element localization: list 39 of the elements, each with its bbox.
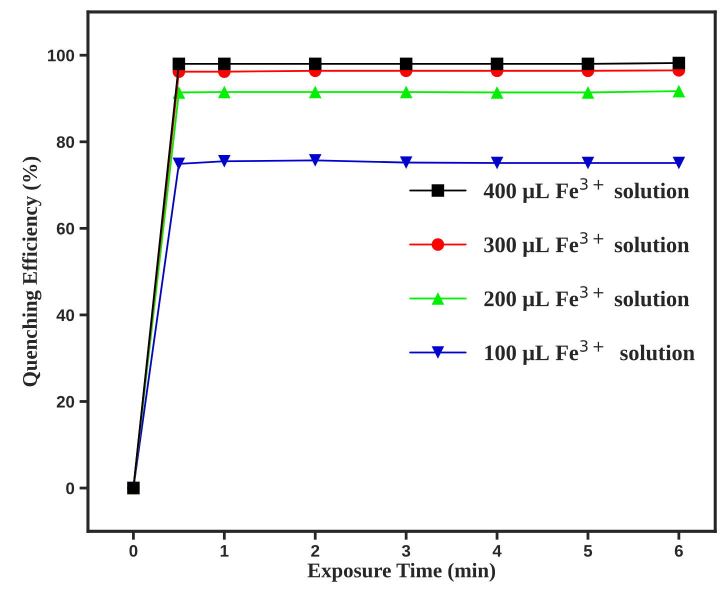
point (490, 58, 504, 70)
x-tick-label: 3 (402, 544, 410, 557)
legend-label: 100 μL Fe$^{3+}$ solution (485, 340, 695, 365)
y-tick-label: 100 (48, 50, 74, 62)
y-tick-label: 20 (56, 396, 74, 408)
x-tick-label: 6 (674, 544, 683, 557)
x-tick-label: 4 (492, 545, 502, 557)
point (218, 86, 231, 98)
y-tick-label: 80 (56, 136, 74, 148)
x-tick-label: 1 (220, 545, 228, 557)
y-tick-label: 0 (66, 482, 74, 494)
point (172, 58, 186, 70)
point (400, 156, 412, 169)
point (672, 56, 686, 70)
point (672, 156, 686, 170)
x-tick-label: 5 (584, 545, 592, 557)
point (582, 156, 594, 170)
x-tick-label: 0 (129, 544, 138, 557)
legend-label: 400 μL Fe$^{3+}$ solution (484, 178, 690, 203)
point (400, 58, 412, 70)
y-axis-title: Quenching Efficiency (%) (22, 156, 42, 386)
point (400, 86, 412, 98)
legend-label: 200 μL Fe$^{3+}$ solution (484, 286, 690, 311)
x-axis-title: Exposure Time (min) (308, 562, 496, 582)
y-tick-label: 60 (56, 222, 74, 235)
point (308, 86, 322, 98)
point (582, 58, 594, 70)
point (490, 86, 504, 99)
point (218, 58, 231, 70)
point (672, 84, 686, 98)
point (172, 158, 186, 170)
point (490, 156, 504, 170)
point (308, 154, 322, 167)
y-tick-label: 40 (56, 309, 74, 322)
point (582, 86, 594, 99)
x-tick-label: 2 (311, 544, 320, 557)
point (308, 58, 322, 70)
point (218, 155, 231, 168)
legend-label: 300 μL Fe$^{3+}$ solution (484, 232, 690, 257)
